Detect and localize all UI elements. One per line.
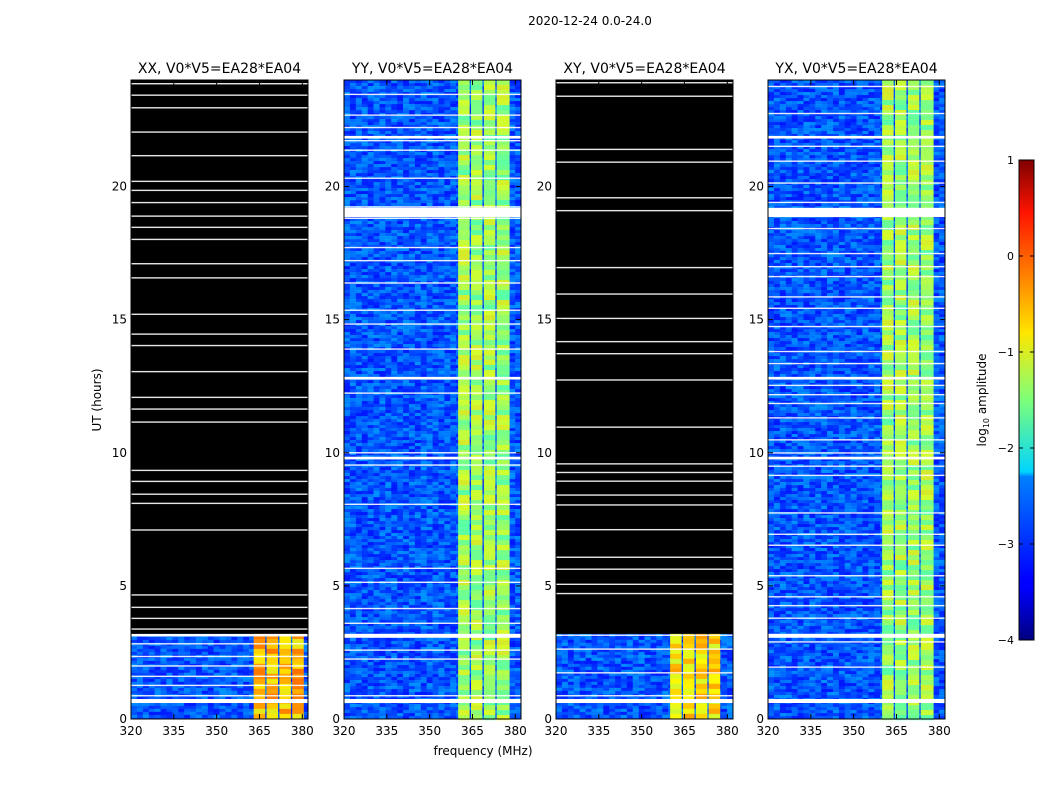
panels-layer: XX, V0*V5=EA28*EA04 320 335 350 365 380 0 5 10 15… <box>112 61 951 738</box>
x-tick-label: 350 <box>418 724 441 738</box>
colorbar: 10−1−2−3−4 log10 amplitude <box>975 154 1034 647</box>
y-tick-label: 20 <box>112 180 127 194</box>
y-tick-label: 5 <box>119 579 127 593</box>
y-tick-label: 15 <box>325 313 340 327</box>
panel-title: XX, V0*V5=EA28*EA04 <box>138 61 301 77</box>
y-axis-label: UT (hours) <box>90 368 104 431</box>
y-tick-label: 20 <box>325 180 340 194</box>
colorbar-label-sub: 10 <box>982 418 991 428</box>
flagged-band <box>344 699 521 703</box>
y-tick-label: 5 <box>332 579 340 593</box>
x-axis-label: frequency (MHz) <box>433 744 532 758</box>
x-tick-label: 365 <box>673 724 696 738</box>
y-tick-label: 10 <box>325 446 340 460</box>
flagged-band <box>768 208 945 217</box>
panel-title: YY, V0*V5=EA28*EA04 <box>351 61 513 77</box>
flagged-band <box>556 80 733 634</box>
x-tick-label: 365 <box>461 724 484 738</box>
x-tick-label: 380 <box>928 724 951 738</box>
y-tick-label: 20 <box>537 180 552 194</box>
x-tick-label: 335 <box>587 724 610 738</box>
y-tick-label: 15 <box>112 313 127 327</box>
x-tick-label: 320 <box>757 724 780 738</box>
y-tick-label: 10 <box>537 446 552 460</box>
x-tick-label: 335 <box>375 724 398 738</box>
panel-xy: XY, V0*V5=EA28*EA04 320 335 350 365 380 0 5 10 15… <box>537 61 739 738</box>
panel-title: YX, V0*V5=EA28*EA04 <box>774 61 937 77</box>
colorbar-label-base: log <box>975 428 989 446</box>
colorbar-tick-label: −1 <box>998 346 1014 359</box>
x-tick-label: 335 <box>799 724 822 738</box>
flagged-band <box>344 136 521 139</box>
x-tick-label: 320 <box>120 724 143 738</box>
y-tick-label: 10 <box>749 446 764 460</box>
x-tick-label: 380 <box>716 724 739 738</box>
colorbar-tick-label: −2 <box>998 442 1014 455</box>
flagged-band <box>768 377 945 380</box>
flagged-band <box>556 699 733 703</box>
flagged-band <box>131 80 308 634</box>
colorbar-tick-label: −3 <box>998 538 1014 551</box>
flagged-band <box>768 457 945 460</box>
x-tick-label: 380 <box>291 724 314 738</box>
x-tick-label: 350 <box>630 724 653 738</box>
y-tick-label: 10 <box>112 446 127 460</box>
colorbar-gradient <box>1019 160 1034 640</box>
x-tick-label: 320 <box>545 724 568 738</box>
colorbar-tick-label: 1 <box>1007 154 1014 167</box>
x-tick-label: 320 <box>333 724 356 738</box>
colorbar-tick-label: 0 <box>1007 250 1014 263</box>
spectrogram-figure: XX, V0*V5=EA28*EA04320 335 350 365 380051015… <box>0 0 1050 800</box>
colorbar-tick-label: −4 <box>998 634 1014 647</box>
y-tick-label: 0 <box>756 712 764 726</box>
flagged-band <box>131 634 308 637</box>
y-tick-label: 0 <box>544 712 552 726</box>
panel-yy: YY, V0*V5=EA28*EA04 320 335 350 365 380 0 5 10 15… <box>325 61 527 738</box>
x-tick-label: 350 <box>205 724 228 738</box>
y-tick-label: 15 <box>749 313 764 327</box>
flagged-band <box>344 208 521 217</box>
flagged-band <box>768 634 945 638</box>
x-tick-label: 380 <box>504 724 527 738</box>
y-tick-label: 0 <box>332 712 340 726</box>
colorbar-label-rest: amplitude <box>975 354 989 418</box>
flagged-band <box>344 457 521 460</box>
x-tick-label: 365 <box>248 724 271 738</box>
flagged-band <box>344 377 521 380</box>
x-tick-label: 365 <box>885 724 908 738</box>
y-tick-label: 20 <box>749 180 764 194</box>
flagged-band <box>768 699 945 703</box>
rfi-blocks <box>458 80 509 720</box>
y-tick-label: 0 <box>119 712 127 726</box>
y-tick-label: 5 <box>544 579 552 593</box>
flagged-bands <box>131 80 308 703</box>
x-tick-label: 335 <box>162 724 185 738</box>
panel-title: XY, V0*V5=EA28*EA04 <box>563 61 725 77</box>
colorbar-label: log10 amplitude <box>975 354 991 447</box>
y-tick-label: 5 <box>756 579 764 593</box>
x-tick-label: 350 <box>842 724 865 738</box>
flagged-bands <box>556 80 733 703</box>
flagged-band <box>131 699 308 703</box>
panel-yx: YX, V0*V5=EA28*EA04 320 335 350 365 380 0 5 10 15… <box>749 61 951 738</box>
y-tick-label: 15 <box>537 313 552 327</box>
rfi-blocks <box>882 80 933 720</box>
panel-xx: XX, V0*V5=EA28*EA04 320 335 350 365 380 0 5 10 15… <box>112 61 314 738</box>
